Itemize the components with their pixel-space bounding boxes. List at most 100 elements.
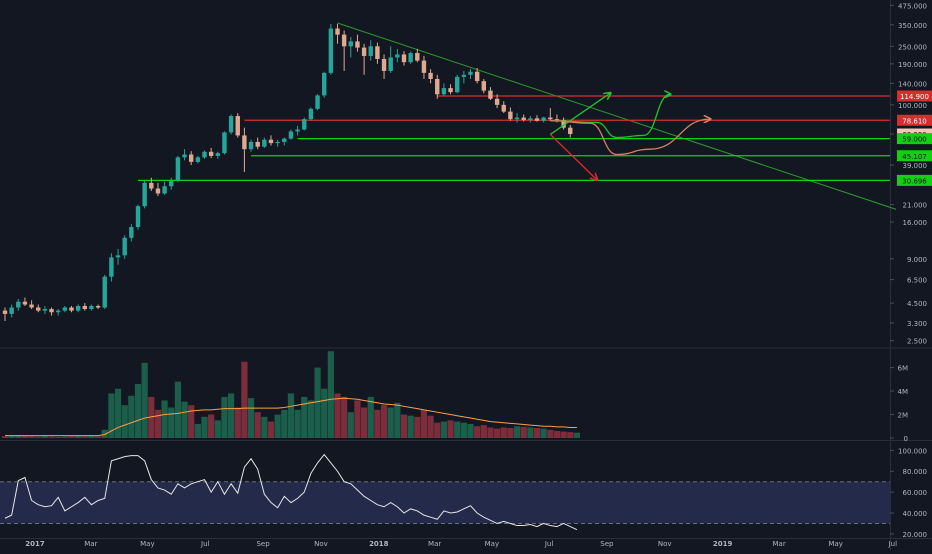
price-label-box xyxy=(897,150,932,162)
candle-body xyxy=(262,139,267,147)
candle-body xyxy=(9,307,14,314)
candle-body xyxy=(215,153,220,156)
candle-body xyxy=(49,309,54,313)
volume-bar xyxy=(75,435,82,438)
volume-bar xyxy=(573,432,580,438)
volume-bar xyxy=(41,436,48,438)
candle-body xyxy=(282,138,287,142)
volume-bar xyxy=(454,421,461,438)
volume-bar xyxy=(427,415,434,438)
candle-body xyxy=(202,151,207,158)
price-label-box xyxy=(897,174,932,186)
candle-body xyxy=(69,307,74,311)
price-label-box xyxy=(897,90,932,102)
candle-body xyxy=(56,310,61,313)
rsi-tick-label: 100.000 xyxy=(898,447,927,455)
volume-bar xyxy=(95,436,102,438)
volume-bar xyxy=(247,398,255,438)
volume-bar xyxy=(81,436,88,438)
price-label-text: 30.696 xyxy=(902,177,927,185)
price-tick-label: 9.000 xyxy=(907,256,927,264)
time-tick-label: 2019 xyxy=(713,540,733,548)
price-tick-label: 4.500 xyxy=(907,300,927,308)
volume-bar xyxy=(274,414,281,438)
volume-bar xyxy=(161,400,168,438)
price-tick-label: 350.000 xyxy=(898,22,927,30)
volume-bar xyxy=(214,420,221,438)
candle-body xyxy=(102,276,107,308)
time-tick-label: Mar xyxy=(84,540,97,548)
candle-body xyxy=(175,157,181,181)
volume-bar xyxy=(527,427,534,438)
candle-body xyxy=(508,111,513,120)
time-tick-label: Sep xyxy=(600,540,614,548)
volume-bar xyxy=(394,402,401,438)
candle-body xyxy=(401,54,407,63)
volume-bar xyxy=(8,435,15,438)
price-tick-label: 39.000 xyxy=(903,162,928,170)
candle-body xyxy=(208,151,214,156)
candle-body xyxy=(395,54,400,58)
time-tick-label: Sep xyxy=(256,540,270,548)
time-tick-label: Jul xyxy=(888,540,898,548)
volume-bar xyxy=(400,414,408,438)
price-tick-label: 3.300 xyxy=(907,320,927,328)
candle-body xyxy=(29,304,34,308)
candle-body xyxy=(228,116,234,133)
volume-bar xyxy=(301,396,308,438)
candle-body xyxy=(474,71,480,82)
price-pane xyxy=(2,22,897,322)
volume-bar xyxy=(228,393,235,438)
candle-body xyxy=(388,57,393,71)
price-tick-label: 6.500 xyxy=(907,277,927,285)
candle-body xyxy=(441,88,447,95)
volume-bar xyxy=(460,422,467,438)
candle-body xyxy=(36,307,41,311)
volume-pane xyxy=(1,351,580,438)
candle-body xyxy=(109,257,114,277)
candle-body xyxy=(421,60,427,73)
volume-bar xyxy=(500,427,507,438)
candle-body xyxy=(528,118,533,120)
rsi-tick-label: 60.000 xyxy=(903,489,928,497)
candle-body xyxy=(82,306,87,310)
volume-bar xyxy=(168,407,175,438)
candle-body xyxy=(554,119,560,121)
candle-body xyxy=(368,46,373,56)
volume-tick-label: 4M xyxy=(898,388,909,396)
volume-bar xyxy=(533,428,541,438)
candle-body xyxy=(135,206,141,227)
price-tick-label: 21.000 xyxy=(903,202,928,210)
price-tick-label: 16.000 xyxy=(903,219,928,227)
candle-body xyxy=(242,135,247,150)
candle-body xyxy=(288,131,294,139)
candle-body xyxy=(75,306,81,311)
volume-bar xyxy=(48,436,55,438)
volume-bar xyxy=(281,409,288,438)
volume-bar xyxy=(547,429,554,438)
volume-ma-line xyxy=(5,397,577,437)
rsi-pane xyxy=(0,453,890,531)
projection-path xyxy=(550,119,710,156)
candle-body xyxy=(122,237,127,256)
volume-bar xyxy=(341,396,348,438)
rsi-tick-label: 20.000 xyxy=(903,531,928,539)
volume-bar xyxy=(181,401,188,438)
rsi-band xyxy=(0,481,890,524)
candle-body xyxy=(248,141,254,150)
candle-body xyxy=(315,95,320,109)
candle-body xyxy=(302,119,307,130)
volume-bar xyxy=(414,416,421,438)
volume-bar xyxy=(261,416,268,438)
time-tick-label: Jul xyxy=(200,540,210,548)
candle-body xyxy=(115,255,121,258)
volume-bar xyxy=(407,415,414,438)
volume-bar xyxy=(447,420,454,438)
volume-bar xyxy=(540,428,547,438)
candle-body xyxy=(42,309,48,311)
candle-body xyxy=(295,129,300,132)
volume-bar xyxy=(354,400,361,438)
